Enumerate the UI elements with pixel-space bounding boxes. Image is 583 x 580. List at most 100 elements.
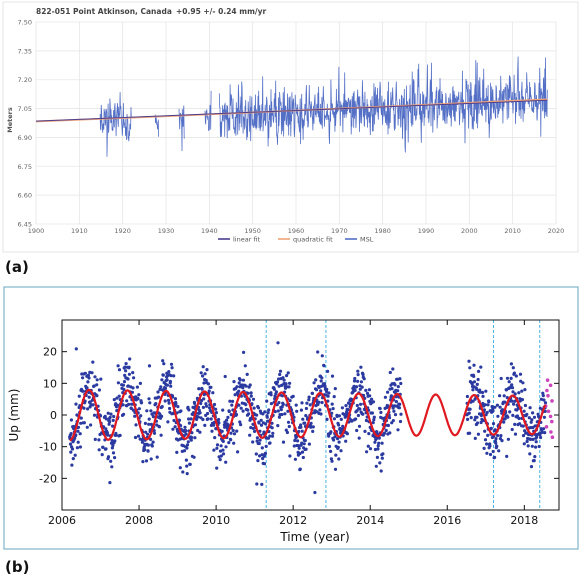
chart-b-data-point — [75, 446, 79, 450]
chart-b-data-point — [123, 373, 127, 377]
chart-b-data-point — [275, 380, 280, 384]
chart-b-data-point — [144, 430, 148, 434]
chart-b-data-point — [147, 364, 152, 368]
chart-b-data-point — [201, 417, 205, 422]
chart-b-data-point — [223, 374, 227, 379]
chart-b-x-axis-label: Time (year) — [279, 530, 349, 544]
chart-b-data-point — [396, 385, 400, 389]
chart-b-data-point — [532, 459, 536, 463]
chart-b-data-point — [69, 432, 73, 436]
chart-b-data-point — [333, 387, 337, 391]
chart-b-data-point — [269, 393, 273, 397]
chart-b-data-point — [376, 447, 380, 451]
chart-b-data-point — [481, 401, 485, 406]
chart-b-data-point — [383, 395, 387, 399]
chart-b-data-point — [539, 435, 543, 440]
chart-b-data-point — [525, 439, 529, 444]
chart-b-data-point — [258, 429, 262, 433]
chart-b-data-point — [72, 424, 76, 429]
chart-b-data-point — [398, 419, 403, 424]
chart-b-data-point — [140, 440, 144, 444]
chart-b-x-tick-labels: 2006 2008 2010 2012 2014 2016 2018 — [48, 514, 538, 527]
chart-b-data-point — [466, 417, 470, 421]
chart-b-data-point — [244, 403, 248, 407]
chart-b-data-point — [300, 401, 304, 405]
chart-b-data-point — [206, 417, 210, 421]
chart-b-data-point — [203, 423, 207, 427]
chart-b-data-point — [507, 380, 511, 384]
chart-b-data-point — [264, 422, 268, 426]
chart-b-data-point — [543, 409, 547, 413]
chart-a-legend-label: MSL — [360, 236, 374, 244]
chart-b-data-point — [510, 383, 514, 387]
chart-b-data-point — [156, 390, 160, 394]
chart-b-data-point — [92, 384, 96, 388]
chart-b-data-point — [307, 395, 311, 399]
chart-b-data-point — [260, 453, 264, 457]
chart-b-data-point — [104, 427, 108, 431]
chart-b-data-point — [273, 410, 277, 414]
chart-b-data-point — [108, 481, 112, 485]
chart-b-data-point — [528, 406, 532, 410]
chart-b-data-point — [93, 437, 97, 441]
chart-b-data-point — [268, 441, 272, 445]
chart-a-y-axis-label: Meters — [6, 107, 14, 133]
chart-b-data-point — [393, 383, 397, 387]
chart-b-data-point — [268, 434, 272, 438]
chart-b-data-point — [319, 389, 323, 393]
chart-b-data-point — [332, 395, 336, 399]
chart-b-data-point — [73, 436, 77, 440]
chart-a-y-tick-label: 7.35 — [18, 47, 32, 55]
chart-b-data-point — [237, 403, 241, 407]
chart-b-data-point — [184, 429, 188, 433]
chart-b-data-point — [356, 373, 360, 377]
chart-b-data-point — [513, 399, 517, 403]
chart-b-data-point — [491, 449, 495, 454]
chart-b-data-point — [330, 459, 334, 463]
chart-b-data-point — [221, 408, 225, 412]
chart-b-data-point — [487, 400, 491, 404]
chart-b-data-point — [122, 387, 126, 392]
chart-b-data-point — [206, 382, 210, 386]
chart-b-data-point — [161, 359, 165, 363]
chart-b-data-point — [472, 380, 477, 384]
chart-b-data-point — [187, 408, 191, 412]
chart-b-data-point — [238, 420, 242, 424]
chart-b-y-axis-label: Up (mm) — [7, 389, 21, 442]
chart-b-data-point — [136, 397, 140, 401]
chart-b-data-point — [497, 449, 501, 453]
chart-b-data-point — [138, 381, 142, 385]
chart-b-data-point — [117, 368, 122, 372]
chart-b-data-point — [149, 457, 153, 461]
chart-b-data-point — [396, 428, 400, 432]
chart-b-data-point — [259, 418, 263, 422]
chart-b-data-point — [199, 399, 204, 403]
chart-b-data-point — [499, 376, 503, 381]
chart-b-data-point — [266, 411, 270, 415]
chart-b-data-point — [281, 402, 285, 406]
chart-b-data-point — [214, 411, 218, 415]
chart-b-data-point — [370, 411, 374, 415]
chart-a-x-tick-labels: 1900 1910 1920 1930 1940 1950 1960 1970 1980 1990… — [28, 227, 565, 235]
chart-b-data-point — [285, 430, 289, 435]
chart-b-data-point — [307, 398, 311, 402]
chart-b-data-point — [97, 388, 101, 392]
chart-b-data-point — [533, 455, 537, 459]
chart-b-data-point — [285, 374, 289, 378]
chart-b-y-tick-label: -20 — [39, 472, 57, 485]
chart-b-data-point — [337, 423, 341, 427]
chart-b-data-point — [111, 451, 116, 455]
chart-b-data-point — [390, 421, 394, 425]
chart-b-data-point — [326, 394, 330, 398]
chart-b-data-point — [375, 455, 379, 459]
chart-b-data-point — [356, 369, 360, 373]
chart-b-data-point — [294, 403, 298, 407]
chart-b-data-point — [127, 372, 131, 376]
chart-b-data-point — [355, 403, 359, 408]
chart-b-data-point — [262, 430, 266, 434]
panel-b: -20 -10 0 10 20 2006 2008 2010 2012 2014 2016 2018… — [3, 286, 579, 550]
chart-b-data-point — [229, 413, 233, 417]
chart-b-data-point — [502, 420, 506, 424]
chart-b-data-point — [304, 414, 308, 418]
chart-b-data-point — [241, 378, 245, 382]
